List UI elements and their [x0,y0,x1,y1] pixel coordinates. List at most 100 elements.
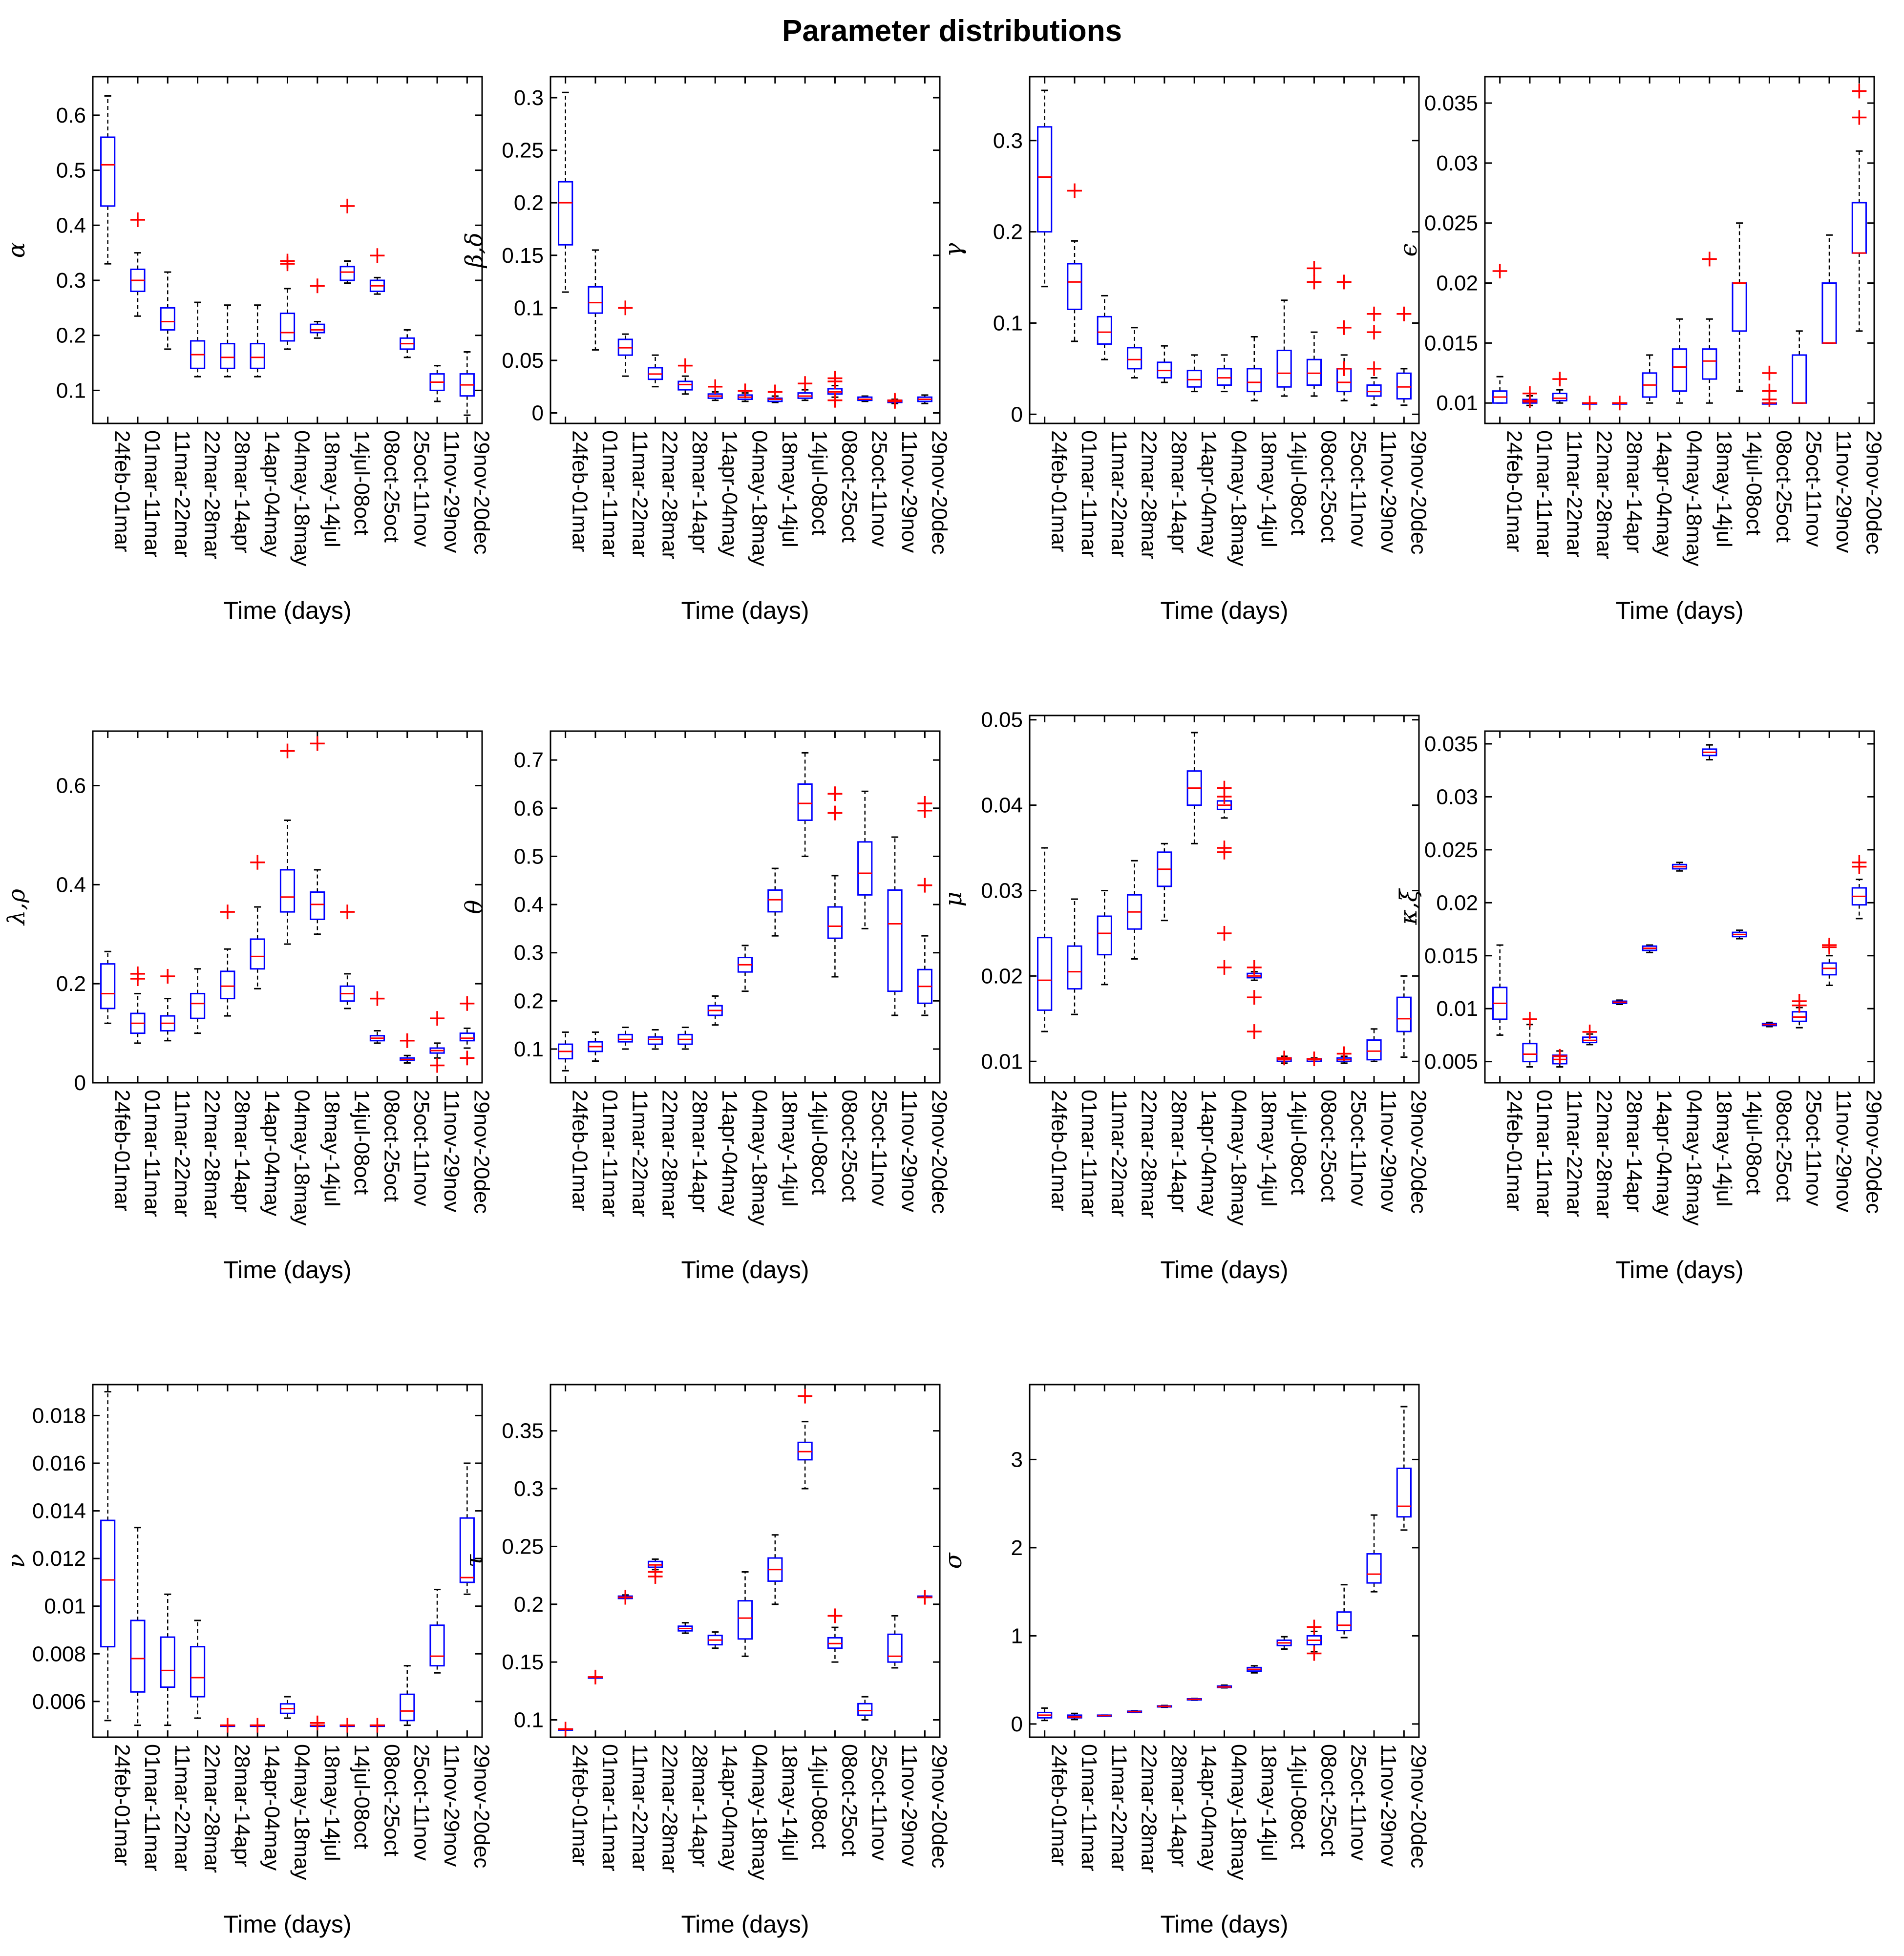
box-iqr [1851,202,1867,254]
y-tick-label: 0.35 [502,1419,544,1443]
y-axis-label: ν [3,1554,30,1568]
x-tick-label: 14jul-08oct [350,430,374,535]
box-10 [1792,330,1807,404]
box-iqr [1396,996,1412,1032]
plot-frame [550,1384,941,1738]
box-12 [917,796,932,1016]
box-iqr [310,323,325,334]
x-tick-label: 22mar-28mar [658,1090,682,1219]
box-iqr [1276,350,1292,388]
box-6 [279,743,296,945]
x-tick-label: 01mar-11mar [1077,1744,1101,1872]
box-iqr [1366,384,1382,397]
box-6 [1671,862,1688,872]
box-9 [1306,1619,1322,1661]
x-axis-label: Time (days) [223,597,351,624]
x-tick-label: 04may-18may [1227,1744,1251,1880]
y-tick-label: 0.2 [56,972,86,996]
y-tick-label: 0.2 [993,220,1023,244]
box-9 [1306,261,1322,397]
outlier-marker [340,904,355,920]
x-tick-label: 25oct-11nov [1347,1744,1371,1861]
y-tick-label: 0.008 [32,1642,86,1666]
box-iqr [1037,937,1053,1011]
y-tick-label: 0.035 [1424,91,1478,115]
x-tick-label: 11nov-29nov [897,1744,921,1867]
box-11 [429,1011,445,1073]
panel-1: 0 0.05 0.1 0.15 0.2 0.25 0.3 β,δ 24feb-01mar 01ma… [461,76,951,624]
box-9 [827,786,843,978]
box-0 [558,91,573,293]
x-tick-label: 14apr-04may [718,1744,741,1871]
outlier-marker [1336,320,1352,335]
y-tick-label: 0.4 [56,213,86,237]
x-tick-label: 18may-14jul [778,1090,802,1207]
box-10 [857,790,873,929]
box-4 [677,1027,693,1050]
box-12 [917,394,932,404]
panel-5: 0.1 0.2 0.3 0.4 0.5 0.6 0.7 θ 24feb-01mar 01mar-1… [461,730,951,1283]
panel-4: 0 0.2 0.4 0.6 λ,ρ 24feb-01mar 01mar-11mar 11mar… [3,730,493,1283]
box-8 [797,752,813,857]
box-iqr [857,1703,873,1716]
box-iqr [250,938,265,970]
x-tick-label: 25oct-11nov [867,1090,891,1206]
box-6 [737,945,753,992]
box-10 [400,1665,415,1726]
box-2 [1097,294,1112,360]
panel-9: 0.1 0.15 0.2 0.25 0.3 0.35 τ 24feb-01mar 01mar-1… [461,1384,951,1938]
box-5 [707,379,723,401]
box-7 [767,384,783,403]
box-6 [737,383,753,402]
y-axis-label: τ [461,1554,488,1567]
x-axis-label: Time (days) [1160,1256,1288,1283]
x-tick-label: 08oct-25oct [380,1090,403,1202]
box-8 [339,1718,355,1733]
x-tick-label: 22mar-28mar [1137,430,1161,559]
box-3 [1126,327,1142,379]
outlier-marker [1612,396,1627,411]
x-tick-label: 18may-14jul [320,1744,344,1861]
x-tick-label: 14jul-08oct [807,1090,831,1195]
y-tick-label: 0.1 [514,1037,544,1061]
outlier-marker [1247,990,1262,1005]
outlier-marker [280,253,295,269]
y-axis-label: θ [461,900,488,914]
box-iqr [1732,282,1747,332]
outlier-marker [1367,325,1382,340]
outlier-marker [917,1590,932,1605]
box-iqr [1067,945,1082,990]
outlier-marker [130,971,145,987]
box-iqr [279,869,296,913]
box-iqr [1366,1553,1382,1584]
box-8 [1276,1636,1292,1650]
y-tick-label: 0.4 [514,893,544,917]
box-iqr [250,343,265,369]
y-tick-label: 0.15 [502,244,544,268]
outlier-marker [400,1033,415,1048]
x-tick-label: 14apr-04may [718,430,741,557]
x-tick-label: 29nov-20dec [927,1090,951,1214]
x-tick-label: 14apr-04may [260,430,284,557]
x-tick-label: 22mar-28mar [1592,430,1616,559]
y-tick-label: 0.02 [981,964,1023,988]
box-iqr [190,1646,206,1698]
box-1 [1522,1011,1538,1068]
box-8 [339,198,355,284]
outlier-marker [1852,859,1867,874]
y-tick-label: 0.4 [56,873,86,897]
x-tick-label: 24feb-01mar [1047,1744,1071,1866]
outlier-marker [1307,1646,1322,1661]
y-tick-label: 0.05 [502,349,544,373]
x-tick-label: 14jul-08oct [807,430,831,535]
box-iqr [647,1036,663,1045]
outlier-marker [618,1590,633,1605]
x-tick-label: 14apr-04may [718,1090,741,1216]
outlier-marker [1522,1011,1537,1027]
box-iqr [1186,370,1202,388]
panel-0: 0.1 0.2 0.3 0.4 0.5 0.6 α 24feb-01mar 01mar-11ma… [3,76,493,624]
x-axis-label: Time (days) [1615,597,1743,624]
x-tick-label: 04may-18may [290,1744,314,1880]
x-tick-label: 14jul-08oct [1287,1090,1311,1195]
box-7 [1247,336,1262,401]
